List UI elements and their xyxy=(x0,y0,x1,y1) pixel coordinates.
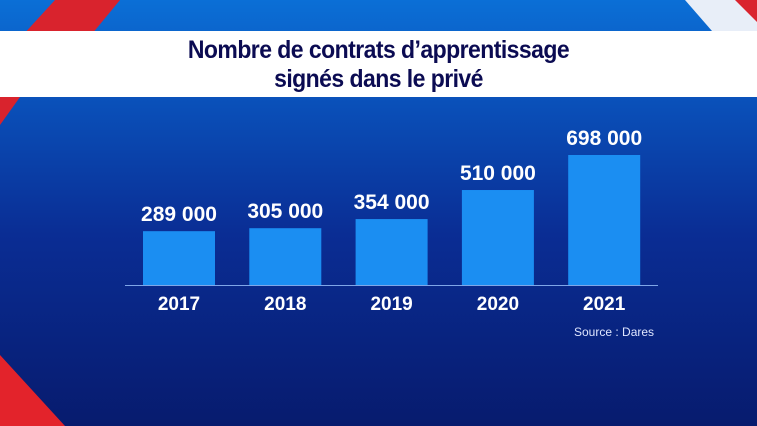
white-stripe-top-right xyxy=(685,0,757,31)
title-band: Nombre de contrats d’apprentissage signé… xyxy=(0,31,757,97)
bar-2019 xyxy=(355,219,428,285)
value-label: 354 000 xyxy=(354,191,430,214)
x-tick-label: 2019 xyxy=(370,294,412,315)
x-tick-label: 2020 xyxy=(477,294,519,315)
bar-2018 xyxy=(249,228,322,285)
value-label: 289 000 xyxy=(141,203,217,226)
chart-title-line-1: Nombre de contrats d’apprentissage xyxy=(187,36,570,64)
bar-2021 xyxy=(568,155,641,285)
source-note: Source : Dares xyxy=(574,325,655,339)
value-label: 305 000 xyxy=(247,200,323,223)
bar-2020 xyxy=(461,190,534,285)
value-label: 510 000 xyxy=(460,162,536,185)
red-triangle-bottom-left xyxy=(0,355,65,426)
red-stripe-left xyxy=(0,97,20,125)
x-tick-label: 2017 xyxy=(158,294,200,315)
bar-2017 xyxy=(143,231,215,285)
x-tick-label: 2018 xyxy=(264,294,306,315)
red-stripe-top-right xyxy=(735,0,757,22)
value-label: 698 000 xyxy=(566,127,642,150)
x-tick-label: 2021 xyxy=(583,294,626,315)
chart-title-line-2: signés dans le privé xyxy=(274,65,483,93)
